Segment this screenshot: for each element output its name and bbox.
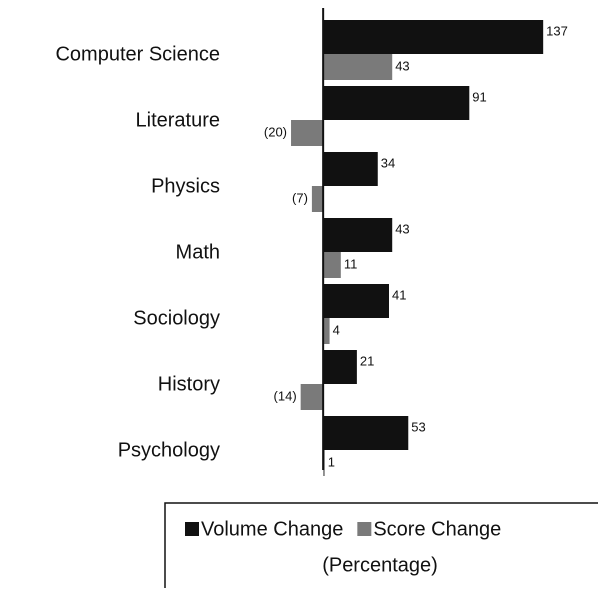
category-label: Computer Science	[55, 43, 220, 65]
value-label: 137	[546, 23, 568, 38]
bar	[323, 20, 544, 54]
category-label: History	[158, 373, 220, 395]
bar	[323, 252, 341, 278]
category-label: Literature	[136, 109, 221, 131]
bar	[323, 416, 409, 450]
legend-swatch	[357, 522, 372, 536]
bar	[311, 186, 324, 212]
value-label: 1	[328, 454, 335, 469]
value-label: 43	[395, 221, 409, 236]
value-label: 21	[360, 353, 374, 368]
bar	[323, 86, 470, 120]
bar	[323, 318, 330, 344]
bar	[323, 218, 393, 252]
value-label: 43	[395, 58, 409, 73]
bar	[323, 152, 378, 186]
value-label: (14)	[274, 388, 297, 403]
legend-label: Volume Change	[201, 518, 343, 540]
category-label: Physics	[151, 175, 220, 197]
bar	[291, 120, 324, 146]
bar	[323, 350, 357, 384]
value-label: 41	[392, 287, 406, 302]
category-label: Math	[176, 241, 220, 263]
legend-swatch	[185, 522, 199, 536]
category-label: Sociology	[133, 307, 220, 329]
value-label: 34	[381, 155, 395, 170]
legend-title: (Percentage)	[322, 554, 438, 576]
value-label: (7)	[292, 190, 308, 205]
legend-box	[164, 502, 598, 593]
legend-label: Score Change	[373, 518, 501, 540]
category-label: Psychology	[118, 439, 220, 461]
value-label: 4	[333, 322, 340, 337]
bar	[323, 284, 389, 318]
value-label: (20)	[264, 124, 287, 139]
value-label: 91	[472, 89, 486, 104]
value-label: 11	[344, 256, 358, 271]
value-label: 53	[411, 419, 425, 434]
bar	[300, 384, 324, 410]
bar	[323, 54, 393, 80]
